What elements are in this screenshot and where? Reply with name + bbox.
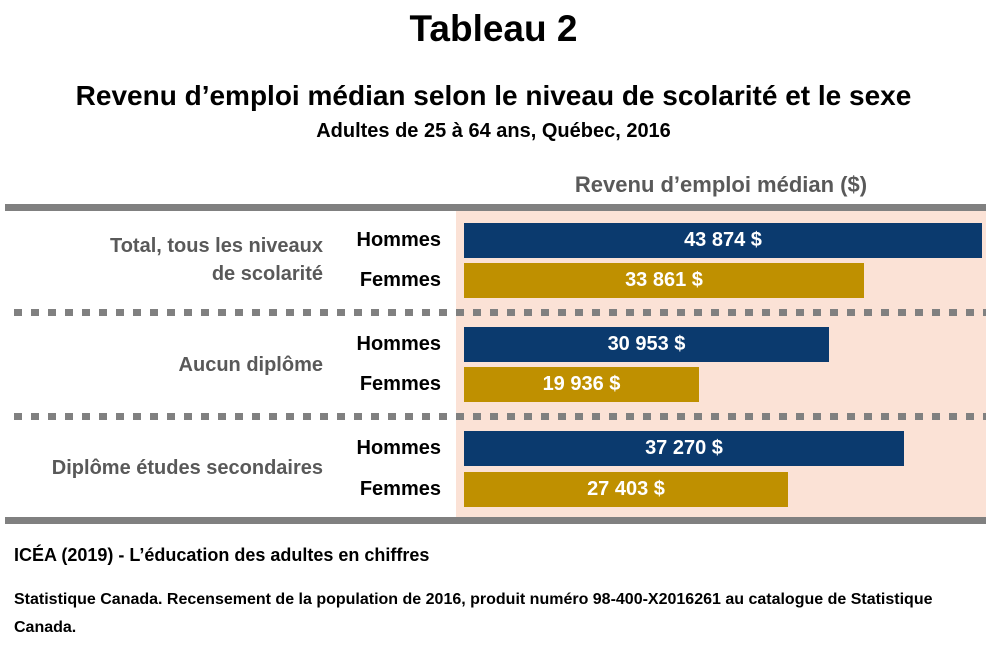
sex-label-femmes: Femmes bbox=[359, 478, 441, 500]
bar-value-label: 19 936 $ bbox=[542, 373, 621, 395]
group-label-total-line2: de scolarité bbox=[211, 263, 323, 285]
top-rule bbox=[5, 204, 986, 211]
sex-label-femmes: Femmes bbox=[359, 269, 441, 291]
sex-label-hommes: Hommes bbox=[356, 229, 441, 251]
group-label-total: Total, tous les niveaux de scolarité bbox=[110, 232, 323, 288]
bar-secondaire-hommes: 37 270 $ bbox=[464, 431, 904, 466]
bar-value-label: 33 861 $ bbox=[625, 269, 703, 291]
group-separator-1 bbox=[14, 309, 986, 316]
bar-value-label: 37 270 $ bbox=[645, 437, 723, 459]
source-icea: ICÉA (2019) - L’éducation des adultes en… bbox=[14, 545, 430, 565]
chart-title: Tableau 2 bbox=[409, 8, 578, 49]
bar-total-hommes: 43 874 $ bbox=[464, 223, 982, 258]
chart-subtitle: Revenu d’emploi médian selon le niveau d… bbox=[75, 80, 912, 111]
group-separator-2 bbox=[14, 413, 986, 420]
bar-aucun-diplome-femmes: 19 936 $ bbox=[464, 367, 699, 402]
group-label-diplome-secondaire: Diplôme études secondaires bbox=[51, 457, 323, 479]
sex-label-femmes: Femmes bbox=[359, 373, 441, 395]
group-label-total-line1: Total, tous les niveaux bbox=[109, 235, 323, 257]
bar-secondaire-femmes: 27 403 $ bbox=[464, 472, 788, 507]
value-column-header: Revenu d’emploi médian ($) bbox=[574, 172, 868, 197]
sex-label-hommes: Hommes bbox=[356, 437, 441, 459]
chart-subsubtitle: Adultes de 25 à 64 ans, Québec, 2016 bbox=[316, 120, 671, 142]
bar-value-label: 27 403 $ bbox=[587, 478, 665, 500]
bar-total-femmes: 33 861 $ bbox=[464, 263, 864, 298]
sex-label-hommes: Hommes bbox=[356, 333, 441, 355]
bar-value-label: 43 874 $ bbox=[684, 229, 762, 251]
group-label-aucun-diplome: Aucun diplôme bbox=[178, 354, 323, 376]
bar-value-label: 30 953 $ bbox=[607, 333, 686, 355]
bottom-rule bbox=[5, 517, 986, 524]
bar-aucun-diplome-hommes: 30 953 $ bbox=[464, 327, 829, 362]
source-statcan: Statistique Canada. Recensement de la po… bbox=[14, 591, 933, 636]
plot-area-background bbox=[456, 208, 986, 520]
